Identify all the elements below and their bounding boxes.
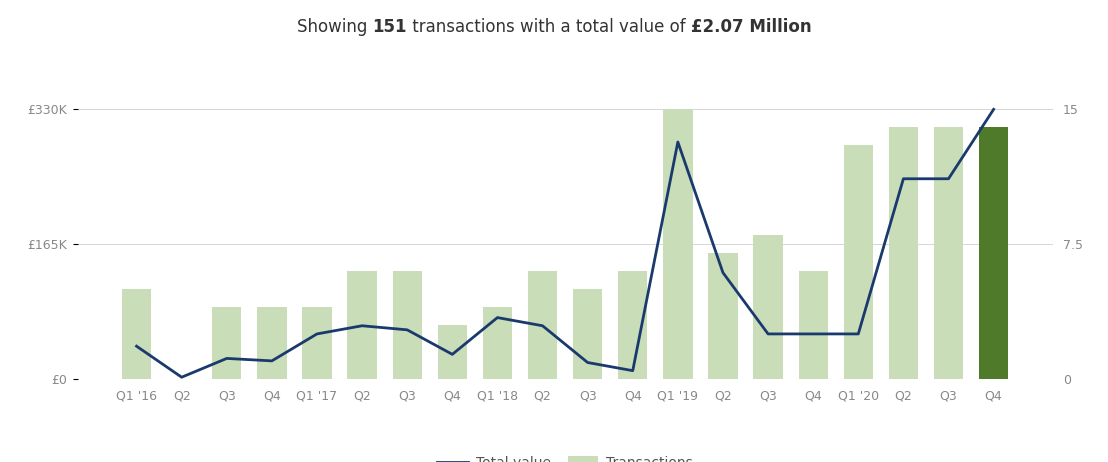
Bar [799, 271, 828, 379]
Bar [483, 307, 512, 379]
Bar [438, 325, 466, 379]
Text: 151: 151 [372, 18, 407, 36]
Bar [934, 128, 963, 379]
Bar [708, 253, 738, 379]
Bar [618, 271, 647, 379]
Bar [527, 271, 557, 379]
Bar [889, 128, 919, 379]
Bar [257, 307, 287, 379]
Bar [348, 271, 377, 379]
Bar [212, 307, 242, 379]
Text: £2.07 Million: £2.07 Million [690, 18, 811, 36]
Bar [753, 235, 782, 379]
Bar [122, 289, 151, 379]
Bar [843, 145, 873, 379]
Text: Showing: Showing [297, 18, 372, 36]
Text: transactions with a total value of: transactions with a total value of [407, 18, 690, 36]
Legend: Total value, Transactions: Total value, Transactions [431, 450, 699, 462]
Bar [979, 128, 1008, 379]
Bar [302, 307, 331, 379]
Bar [392, 271, 422, 379]
Bar [664, 109, 692, 379]
Bar [573, 289, 603, 379]
